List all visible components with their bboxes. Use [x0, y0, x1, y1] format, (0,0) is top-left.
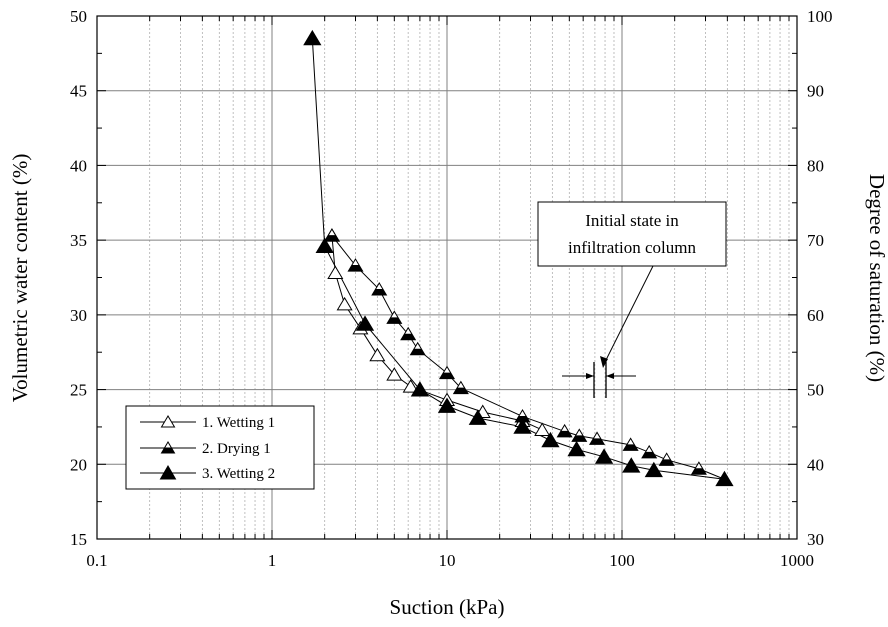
series-3-point [594, 448, 614, 464]
annotation-line-2: infiltration column [568, 238, 696, 257]
series-3-point [622, 457, 641, 473]
annotation-arrow-line [602, 265, 654, 367]
series-3-point [437, 397, 457, 413]
series-2-point-fill [439, 372, 455, 379]
series-1-point [327, 265, 344, 280]
series-1-point [369, 347, 386, 362]
y-tick-label: 30 [70, 306, 87, 325]
series-2-point-fill [401, 333, 416, 340]
series-2-point-fill [642, 451, 657, 458]
y-tick-label: 15 [70, 530, 87, 549]
x-tick-label: 10 [439, 551, 456, 570]
series-2-point-fill [623, 444, 638, 451]
series-2-point-fill [348, 265, 363, 272]
ticks: 0.1 1 10 100 1000 15 20 25 30 35 40 45 50 30 40 50 60 70 8… [70, 7, 833, 570]
x-axis-title: Suction (kPa) [390, 595, 505, 619]
legend-label-1: 1. Wetting 1 [202, 415, 275, 431]
legend-marker-2-fill [161, 447, 175, 453]
series-2-point-fill [324, 235, 340, 242]
range-marker-right-arrowhead [606, 373, 614, 379]
series-3-point [410, 381, 430, 397]
series-2-point-fill [572, 435, 587, 442]
y2-tick-label: 60 [807, 306, 824, 325]
series-1-point [336, 296, 353, 311]
series-3-point [715, 470, 734, 487]
y2-tick-label: 50 [807, 381, 824, 400]
series-3-point [315, 237, 334, 253]
series-1-point [534, 422, 551, 436]
series-3-point [644, 461, 663, 478]
series-1-point [386, 367, 403, 381]
y2-tick-label: 40 [807, 455, 824, 474]
series-3-point [513, 418, 532, 434]
markers [303, 29, 734, 487]
annotation-box [537, 201, 727, 267]
series-2-point-fill [589, 438, 605, 445]
y2-tick-label: 90 [807, 82, 824, 101]
series-3-point [567, 440, 586, 457]
series-2-point-fill [453, 387, 469, 394]
y2-tick-label: 100 [807, 7, 833, 26]
series-2-point-fill [659, 459, 674, 466]
series-2-point-fill [557, 430, 572, 437]
range-marker-left-arrowhead [586, 373, 594, 379]
x-tick-label: 1000 [780, 551, 814, 570]
series-line-2 [331, 235, 725, 480]
series-3-point [303, 29, 322, 46]
legend-label-3: 3. Wetting 2 [202, 466, 275, 482]
legend-marker-3 [159, 464, 177, 480]
legend-marker-1 [160, 415, 176, 428]
series-2-point-fill [387, 317, 402, 324]
series-3-point [355, 315, 375, 331]
y2-tick-label: 80 [807, 156, 824, 175]
legend-label-2: 2. Drying 1 [202, 441, 271, 457]
y-tick-label: 45 [70, 82, 87, 101]
annotation-line-1: Initial state in [585, 211, 679, 230]
y2-tick-label: 70 [807, 231, 824, 250]
series-2-point-fill [372, 288, 387, 295]
x-tick-label: 100 [609, 551, 635, 570]
x-tick-label: 0.1 [86, 551, 107, 570]
annotation-arrowhead [600, 356, 608, 368]
y-tick-label: 20 [70, 455, 87, 474]
y-tick-label: 25 [70, 381, 87, 400]
series-3-point [468, 409, 487, 425]
series-1-point [402, 379, 419, 393]
annotation: Initial state in infiltration column [537, 201, 727, 398]
x-tick-label: 1 [268, 551, 277, 570]
series-3-point [541, 431, 560, 448]
y-axis-title: Volumetric water content (%) [8, 154, 32, 403]
series-2-point-fill [691, 468, 707, 475]
y-tick-label: 50 [70, 7, 87, 26]
series-2-point-fill [410, 348, 425, 355]
y-tick-label: 35 [70, 231, 87, 250]
y2-tick-label: 30 [807, 530, 824, 549]
y2-axis-title: Degree of saturation (%) [865, 174, 888, 382]
y-tick-label: 40 [70, 156, 87, 175]
legend: 1. Wetting 1 2. Drying 1 3. Wetting 2 [125, 405, 315, 490]
